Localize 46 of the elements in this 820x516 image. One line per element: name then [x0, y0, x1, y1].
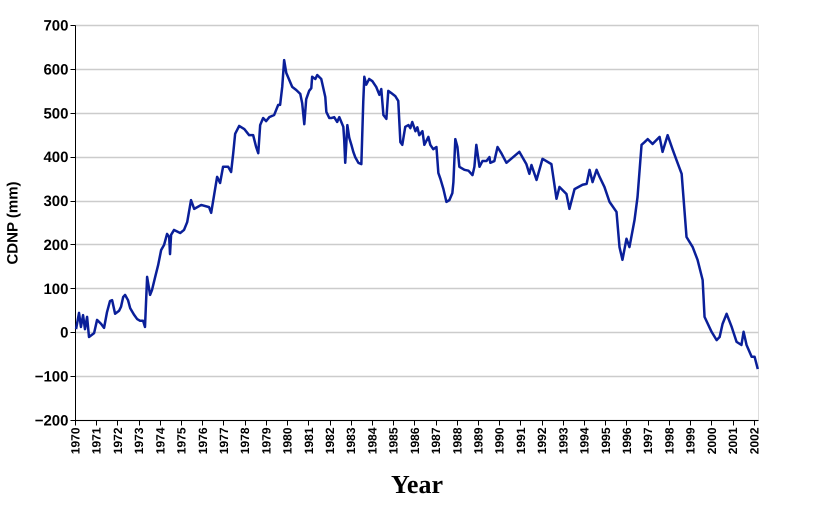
x-tick-label: 1992 [535, 427, 550, 454]
x-tick-label: 2002 [747, 427, 762, 454]
x-tick-label: 1993 [556, 427, 570, 454]
x-tick-label: 1976 [196, 427, 210, 454]
y-tick-label: 400 [43, 149, 68, 166]
x-tick-label: 1994 [578, 427, 592, 454]
y-tick-label: 600 [43, 61, 68, 78]
x-tick-label: 2000 [704, 427, 719, 454]
y-tick-label: 700 [43, 18, 68, 34]
x-tick-label: 1973 [132, 427, 146, 454]
y-tick-label: 300 [43, 193, 68, 210]
x-tick-label: 1981 [302, 427, 316, 454]
x-tick-label: 1984 [365, 427, 380, 454]
x-tick-label: 1996 [620, 427, 634, 454]
y-tick-label: 0 [60, 324, 68, 342]
y-tick-label: −200 [34, 412, 68, 430]
x-tick-label: 1983 [344, 427, 358, 454]
x-tick-label: 1972 [110, 427, 125, 454]
x-axis-title: Year [391, 470, 443, 500]
x-tick-label: 1991 [514, 427, 528, 454]
x-tick-label: 1970 [68, 427, 82, 454]
x-tick-label: 1977 [216, 427, 231, 454]
x-tick-label: 1990 [492, 427, 507, 454]
x-tick-label: 1988 [450, 427, 464, 454]
x-tick-label: 1975 [174, 427, 189, 454]
x-tick-label: 1985 [386, 427, 401, 454]
x-tick-label: 1989 [472, 427, 486, 454]
y-tick-label: 100 [43, 280, 68, 298]
x-tick-label: 1995 [598, 427, 613, 454]
y-tick-label: 200 [43, 236, 68, 254]
x-tick-label: 1974 [153, 427, 168, 454]
y-tick-label: 500 [43, 105, 68, 122]
x-tick-label: 1997 [641, 427, 656, 454]
x-tick-label: 1998 [662, 427, 676, 454]
y-axis-title: CDNP (mm) [4, 181, 22, 265]
x-tick-label: 1999 [684, 427, 698, 454]
x-tick-label: 1978 [238, 427, 252, 454]
line-series [74, 58, 760, 370]
y-tick-label: −100 [34, 368, 68, 386]
x-tick-label: 1979 [259, 427, 274, 454]
x-tick-label: 1971 [90, 427, 104, 454]
x-tick-label: 2001 [726, 427, 740, 454]
x-tick-label: 1980 [280, 427, 295, 454]
x-tick-label: 1987 [429, 427, 444, 454]
x-tick-label: 1986 [408, 427, 422, 454]
x-tick-label: 1982 [323, 427, 338, 454]
